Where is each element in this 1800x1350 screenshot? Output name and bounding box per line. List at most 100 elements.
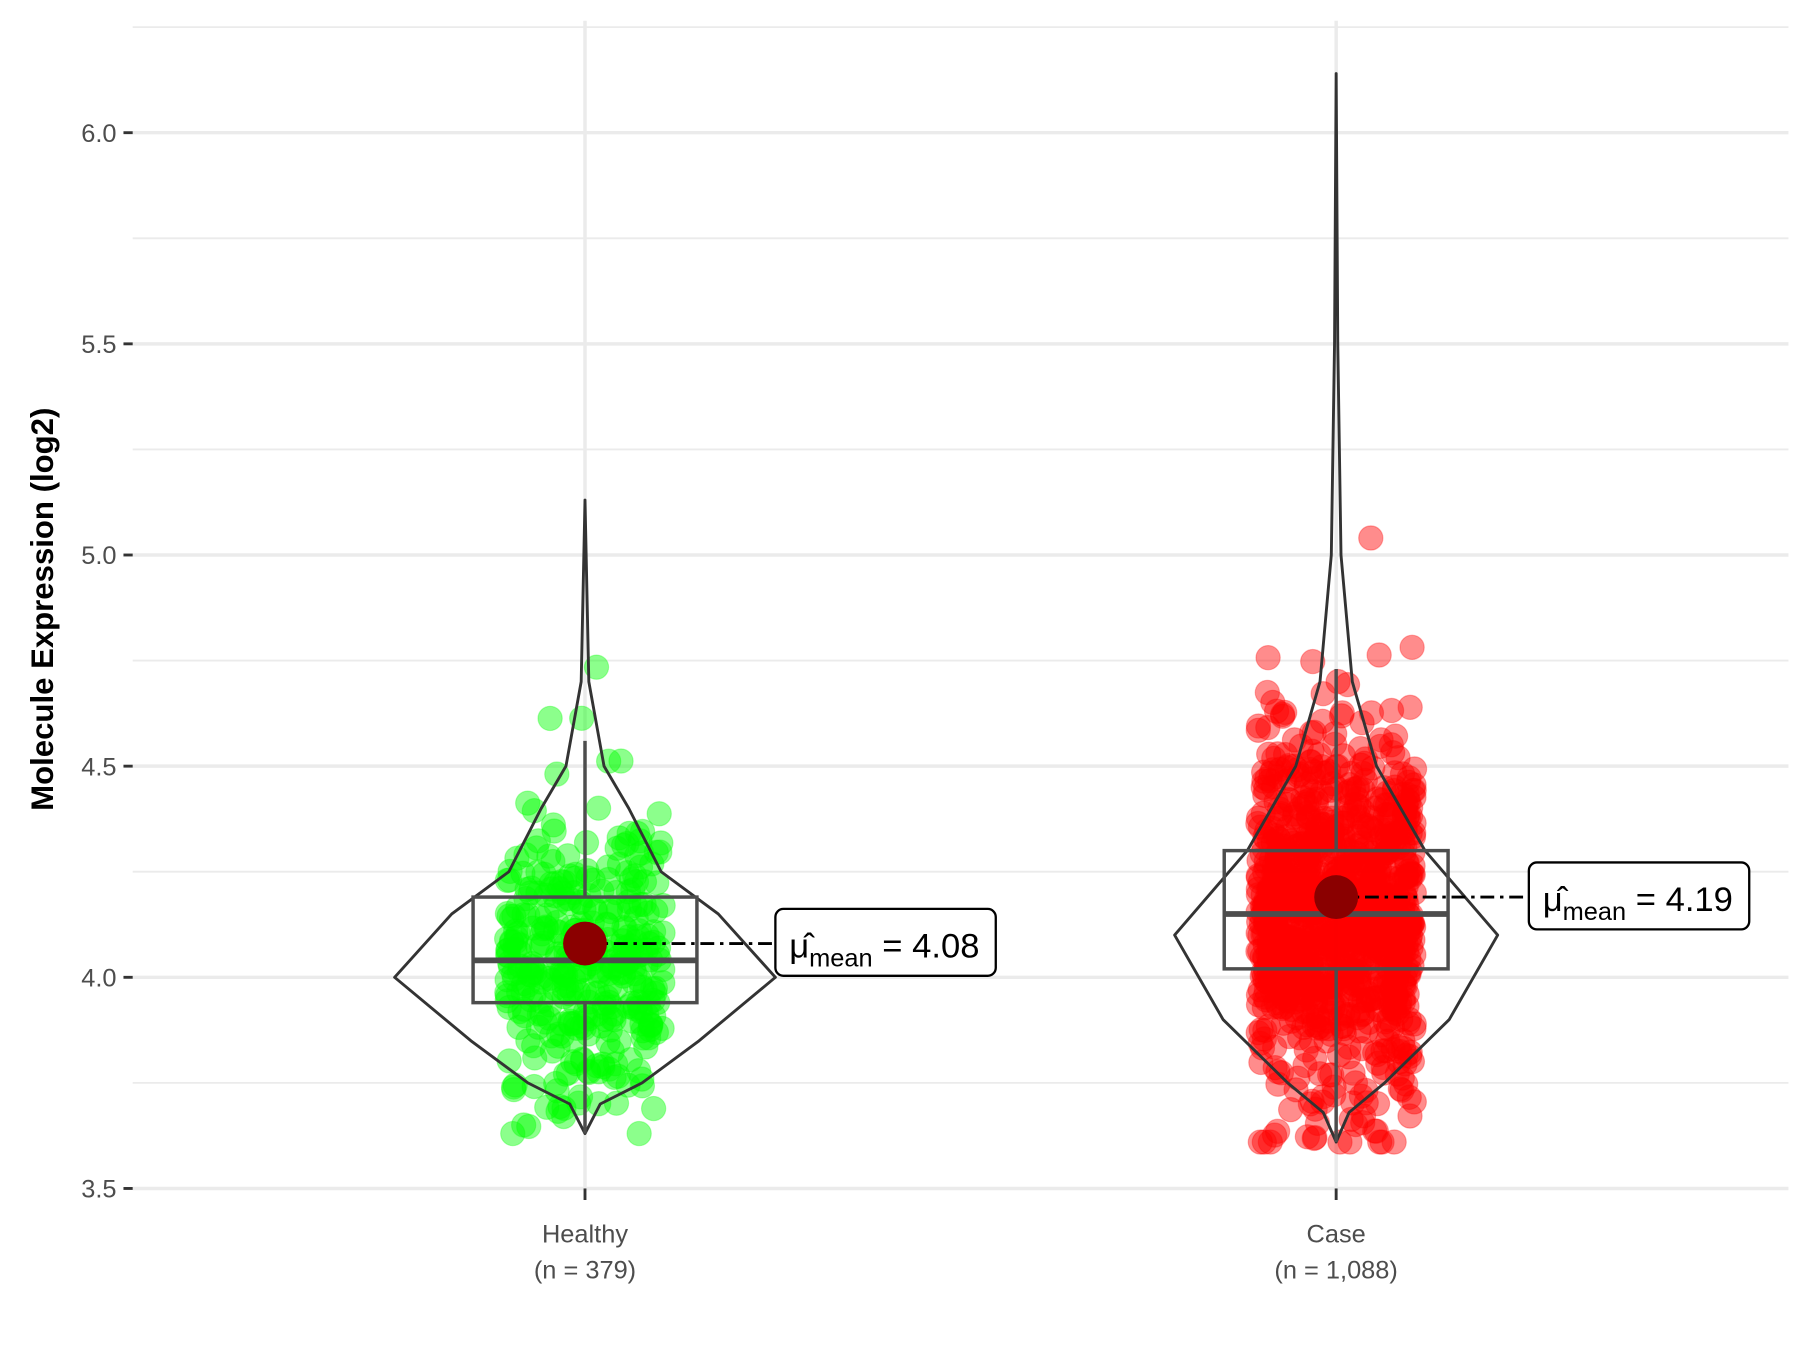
data-point (1370, 974, 1397, 1000)
data-point (1282, 989, 1308, 1015)
data-point (540, 848, 566, 875)
data-point (1280, 926, 1307, 952)
data-point (1261, 853, 1288, 880)
data-point (1306, 810, 1333, 837)
data-point (1270, 970, 1297, 996)
data-point (1401, 784, 1427, 810)
data-point (1356, 1009, 1382, 1036)
data-point (1276, 828, 1303, 854)
data-point (1293, 771, 1320, 797)
data-point (1290, 808, 1316, 834)
data-point (1252, 958, 1279, 985)
data-point (1260, 922, 1286, 948)
data-point (626, 918, 652, 944)
data-point (570, 1047, 596, 1073)
data-point (1359, 938, 1385, 964)
data-point (595, 866, 622, 893)
data-point (1282, 801, 1308, 827)
data-point (575, 1021, 601, 1047)
data-point (1374, 881, 1401, 908)
data-point (1396, 765, 1422, 791)
mean-label-text: μ̂mean = 4.19 (1543, 881, 1733, 926)
data-point (565, 979, 592, 1005)
data-point (1376, 920, 1403, 946)
data-point (1245, 864, 1272, 891)
data-point (515, 972, 541, 998)
data-point (1342, 972, 1368, 998)
data-point (1270, 981, 1296, 1007)
data-point (601, 1064, 627, 1091)
data-point (1376, 989, 1403, 1016)
data-point (606, 825, 632, 851)
data-point (1343, 840, 1369, 866)
data-point (633, 1034, 659, 1060)
data-point (1264, 841, 1290, 867)
data-point (611, 914, 637, 941)
data-point (1286, 882, 1312, 908)
data-point (1387, 989, 1413, 1015)
data-point (536, 843, 562, 869)
data-point (1270, 1010, 1297, 1036)
data-point (1385, 834, 1412, 860)
data-point (650, 892, 676, 919)
data-point (1263, 952, 1290, 978)
data-point (1369, 1129, 1395, 1155)
data-point (1367, 1129, 1393, 1155)
mean-point (1314, 875, 1359, 919)
data-point (1401, 1011, 1427, 1037)
data-point (1250, 759, 1277, 785)
data-point (589, 878, 615, 904)
data-point (1386, 1049, 1412, 1075)
data-point (1345, 998, 1371, 1024)
data-point (548, 868, 575, 895)
data-point (510, 860, 536, 887)
data-point (1255, 1013, 1282, 1040)
data-point (1291, 937, 1318, 964)
data-point (1246, 847, 1272, 874)
data-point (1389, 1077, 1415, 1103)
data-point (1334, 847, 1360, 874)
data-point (1390, 830, 1416, 856)
data-point (1387, 1076, 1414, 1102)
data-point (540, 812, 567, 838)
data-point (1269, 703, 1296, 729)
data-point (1263, 859, 1289, 886)
data-point (1305, 1003, 1331, 1030)
data-point (562, 861, 589, 888)
data-point (1392, 835, 1418, 861)
data-point (1349, 916, 1375, 942)
data-point (1376, 803, 1402, 830)
data-point (1305, 975, 1331, 1002)
data-point (588, 1013, 614, 1039)
data-point (1372, 970, 1399, 997)
data-point (618, 866, 645, 893)
data-point (500, 1074, 527, 1100)
data-point (569, 1013, 595, 1039)
data-point (1276, 877, 1303, 903)
grid (132, 20, 1789, 1191)
data-point (623, 842, 650, 869)
data-point (499, 929, 525, 955)
data-point (1392, 1071, 1419, 1097)
data-point (643, 1019, 670, 1046)
data-point (623, 905, 649, 932)
data-point (1309, 841, 1336, 868)
data-point (539, 1038, 566, 1064)
data-point (1318, 920, 1345, 946)
data-point (1391, 841, 1417, 868)
data-point (1365, 1050, 1391, 1077)
data-point (1256, 828, 1283, 854)
data-point (1253, 987, 1279, 1013)
data-point (1401, 942, 1427, 968)
data-point (1386, 958, 1412, 984)
data-point (1262, 928, 1288, 955)
data-point (1272, 855, 1298, 881)
data-point (1372, 882, 1398, 908)
data-point (1293, 773, 1319, 800)
data-point (1270, 935, 1296, 962)
data-point (1311, 923, 1338, 949)
data-point (1357, 922, 1383, 949)
data-point (1250, 774, 1276, 801)
mean-label-box (774, 907, 997, 977)
data-point (1396, 1084, 1422, 1111)
